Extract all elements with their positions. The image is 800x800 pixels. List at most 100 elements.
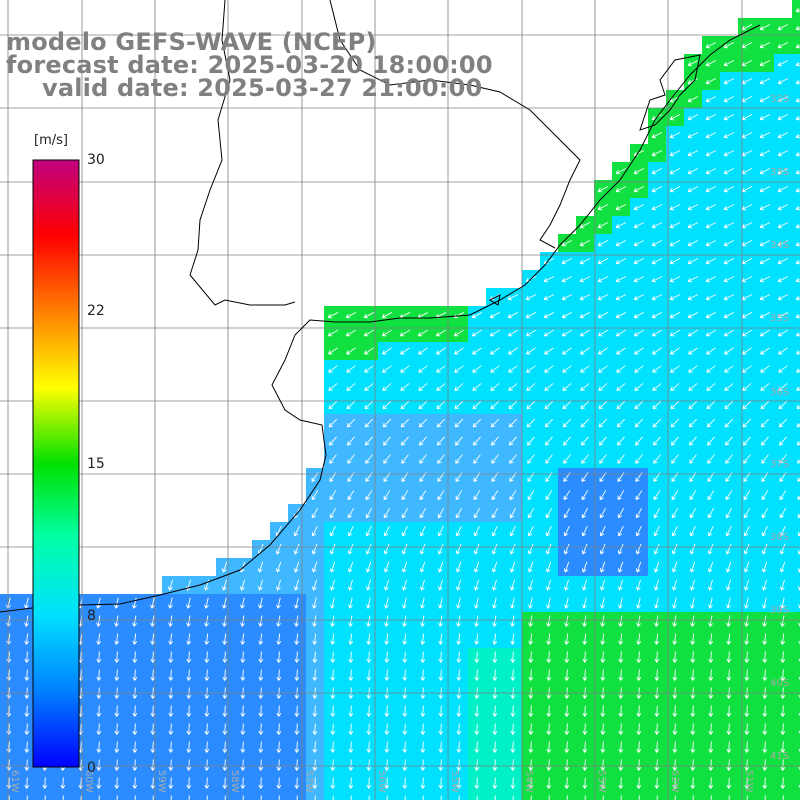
- wind-arrow: [399, 329, 410, 337]
- wind-arrow: [669, 294, 681, 301]
- wind-arrow: [635, 490, 643, 501]
- wind-arrow: [543, 312, 555, 319]
- wind-arrow: [778, 365, 788, 373]
- wind-arrow: [312, 597, 317, 609]
- wind-arrow: [546, 579, 551, 591]
- wind-arrow: [546, 669, 552, 681]
- wind-arrow: [598, 347, 608, 355]
- wind-arrow: [150, 615, 156, 627]
- wind-arrow: [384, 741, 390, 753]
- wind-arrow: [652, 436, 661, 446]
- wind-arrow: [132, 759, 138, 771]
- wind-arrow: [242, 795, 244, 800]
- wind-arrow: [636, 597, 641, 609]
- wind-arrow: [796, 422, 800, 428]
- wind-arrow: [170, 795, 172, 800]
- wind-arrow: [687, 329, 698, 337]
- wind-arrow: [725, 543, 732, 555]
- wind-arrow: [294, 579, 299, 591]
- wind-arrow: [312, 615, 318, 627]
- wind-arrow: [455, 525, 462, 537]
- wind-arrow: [455, 561, 462, 573]
- wind-arrow: [564, 777, 570, 789]
- wind-arrow: [526, 436, 535, 446]
- wind-arrow: [328, 383, 338, 391]
- wind-cell: [792, 432, 800, 451]
- wind-arrow: [402, 615, 408, 627]
- wind-arrow: [705, 258, 717, 265]
- wind-arrow: [743, 561, 750, 573]
- wind-arrow: [347, 507, 355, 519]
- wind-cell: [792, 18, 800, 37]
- wind-arrow: [795, 7, 800, 13]
- wind-arrow: [150, 633, 156, 645]
- wind-arrow: [759, 276, 771, 283]
- wind-arrow: [528, 597, 533, 609]
- wind-arrow: [528, 633, 534, 645]
- wind-arrow: [760, 436, 769, 446]
- wind-arrow: [618, 669, 624, 681]
- wind-arrow: [491, 561, 498, 573]
- wind-arrow: [420, 633, 426, 645]
- wind-arrow: [347, 454, 355, 464]
- wind-arrow: [276, 705, 282, 717]
- wind-arrow: [545, 507, 553, 519]
- wind-arrow: [114, 705, 120, 717]
- wind-arrow: [546, 705, 552, 717]
- wind-arrow: [471, 329, 482, 337]
- wind-arrow: [633, 222, 645, 229]
- wind-arrow: [312, 723, 318, 735]
- wind-arrow: [420, 669, 426, 681]
- lagoon-outline: [639, 54, 701, 131]
- wind-arrow: [561, 329, 572, 337]
- wind-arrow: [761, 525, 768, 537]
- lon-label: 59W: [156, 770, 167, 793]
- wind-arrow: [563, 507, 571, 519]
- wind-arrow: [725, 525, 732, 537]
- wind-cell: [792, 450, 800, 469]
- wind-arrow: [726, 615, 732, 627]
- wind-arrow: [492, 579, 497, 591]
- wind-arrow: [759, 294, 771, 301]
- wind-arrow: [581, 525, 588, 537]
- wind-arrow: [455, 454, 463, 464]
- wind-arrow: [562, 383, 572, 391]
- wind-arrow: [508, 400, 518, 410]
- wind-arrow: [562, 436, 571, 446]
- wind-arrow: [669, 204, 681, 211]
- wind-arrow: [62, 795, 64, 800]
- wind-arrow: [580, 365, 590, 373]
- wind-arrow: [615, 240, 627, 247]
- wind-arrow: [473, 454, 481, 464]
- wind-arrow: [365, 561, 372, 573]
- wind-arrow: [456, 579, 461, 591]
- wind-arrow: [779, 543, 786, 555]
- wind-arrow: [510, 723, 516, 735]
- wind-arrow: [671, 525, 678, 537]
- wind-arrow: [563, 490, 571, 501]
- wind-arrow: [656, 795, 658, 800]
- wind-arrow: [258, 615, 264, 627]
- lat-label: 41S: [770, 751, 789, 762]
- wind-arrow: [420, 777, 426, 789]
- wind-arrow: [420, 741, 426, 753]
- wind-arrow: [692, 795, 694, 800]
- wind-arrow: [258, 633, 264, 645]
- wind-arrow: [726, 723, 732, 735]
- wind-arrow: [618, 633, 624, 645]
- wind-arrow: [348, 741, 354, 753]
- lat-label: 38S: [770, 532, 789, 543]
- wind-arrow: [762, 741, 768, 753]
- wind-arrow: [795, 61, 800, 67]
- wind-arrow: [8, 795, 10, 800]
- wind-cell: [792, 540, 800, 559]
- wind-arrow: [96, 759, 102, 771]
- wind-arrow: [24, 741, 30, 753]
- wind-arrow: [527, 507, 535, 519]
- wind-arrow: [132, 597, 137, 609]
- wind-arrow: [705, 294, 717, 301]
- wind-arrow: [651, 258, 663, 265]
- wind-arrow: [672, 579, 677, 591]
- wind-arrow: [294, 705, 300, 717]
- wind-arrow: [546, 651, 552, 663]
